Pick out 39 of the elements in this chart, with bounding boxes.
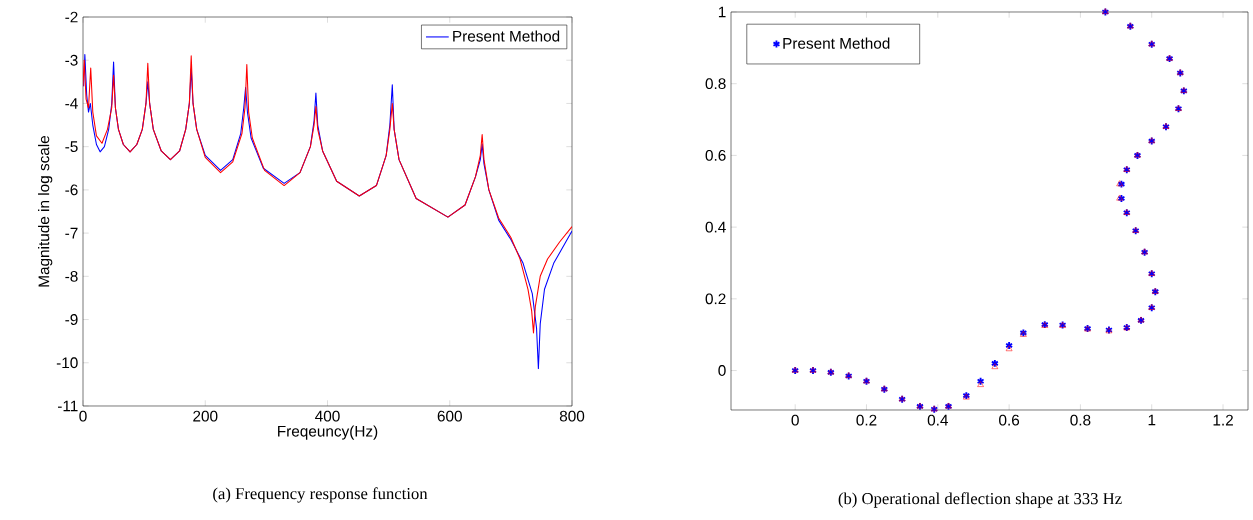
x-tick-label: 0.2 [856,414,877,426]
y-tick-label: 0.4 [705,221,726,233]
x-tick-label: 0 [79,410,87,422]
y-tick-label: 1 [718,6,726,18]
x-tick-label: 600 [437,410,462,422]
y-tick-label: -7 [65,227,78,239]
y-tick-label: -6 [65,184,78,196]
y-tick-label: -11 [57,400,78,412]
x-tick-label: 200 [193,410,218,422]
text: (b) Operational deflection shape at 333 Hz [838,492,1122,508]
x-tick-label: 0.8 [1070,414,1091,426]
y-tick-label: 0.6 [705,149,726,161]
legend-label: Present Method [783,37,890,49]
y-tick-label: 0.8 [705,78,726,90]
y-tick-label: 0 [718,365,726,376]
y-tick-label: -2 [65,11,78,23]
point [976,376,985,386]
y-tick-label: -10 [56,357,78,369]
y-tick-label: -3 [65,54,78,66]
y-tick-label: -9 [65,314,78,325]
x-tick-label: 800 [559,410,585,422]
y-tick-label: -5 [65,141,78,153]
point [1005,345,1013,352]
point [1005,341,1014,350]
y-axis-title: Magnitude in log scale [38,135,53,287]
x-tick-label: 0.4 [927,414,949,426]
text: (a) Frequency response function [213,487,428,503]
point [977,381,984,387]
y-tick-label: -4 [65,98,78,109]
point [991,363,999,369]
y-tick-label: -8 [65,270,78,282]
x-tick-label: 1.2 [1213,414,1233,426]
y-tick-label: 0.2 [705,293,726,305]
x-tick-label: 400 [315,410,340,422]
legend-label: Present Method [453,30,560,42]
x-tick-label: 0.6 [999,414,1020,426]
x-tick-label: 1 [1148,414,1156,426]
x-axis-title: Freqeuncy(Hz) [278,425,378,440]
x-tick-label: 0 [791,414,799,426]
